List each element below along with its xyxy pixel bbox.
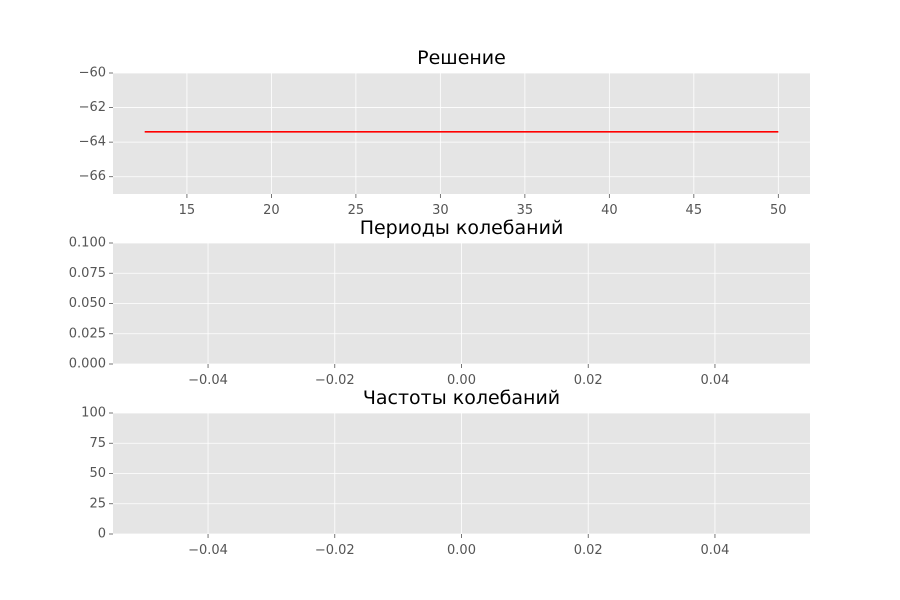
y-tick-label: 0.050 bbox=[69, 296, 106, 311]
x-tick-label: 0.00 bbox=[447, 543, 476, 558]
y-tick-label: 0.075 bbox=[69, 266, 106, 281]
x-tick-label: 0.00 bbox=[447, 373, 476, 388]
axes-3: 0 25 50 75 100 −0.04 −0.02 0.00 0.02 0.04 Частоты … bbox=[81, 387, 810, 558]
x-tick-label: 0.04 bbox=[700, 373, 729, 388]
x-tick-label: −0.02 bbox=[315, 373, 355, 388]
x-tick-label: 30 bbox=[432, 203, 449, 218]
x-tick-label: −0.04 bbox=[188, 373, 228, 388]
x-tick-label: 35 bbox=[517, 203, 534, 218]
y-tick-label: −62 bbox=[79, 100, 106, 115]
chart-title: Решение bbox=[417, 47, 506, 69]
x-tick-label: 40 bbox=[601, 203, 618, 218]
axes-2: 0.000 0.025 0.050 0.075 0.100 −0.04 −0.02 0.00 0… bbox=[69, 217, 810, 388]
x-tick-label: 45 bbox=[686, 203, 703, 218]
x-tick-label: 50 bbox=[770, 203, 787, 218]
chart-title: Частоты колебаний bbox=[363, 387, 560, 409]
y-tick-label: 25 bbox=[89, 496, 106, 511]
x-tick-label: 15 bbox=[179, 203, 196, 218]
y-tick-label: −66 bbox=[79, 169, 106, 184]
y-tick-label: 0.100 bbox=[69, 236, 106, 251]
x-tick-label: 0.04 bbox=[700, 543, 729, 558]
y-tick-label: 0 bbox=[98, 527, 106, 542]
x-tick-label: 25 bbox=[348, 203, 365, 218]
y-tick-label: −60 bbox=[79, 66, 106, 81]
y-tick-label: 50 bbox=[89, 466, 106, 481]
x-tick-label: −0.04 bbox=[188, 543, 228, 558]
x-tick-label: 0.02 bbox=[574, 373, 603, 388]
plot-area bbox=[113, 73, 810, 194]
axes-1: −60 −62 −64 −66 15 20 25 30 35 40 45 50 Решение bbox=[79, 47, 810, 218]
y-tick-label: 100 bbox=[81, 406, 106, 421]
x-tick-label: −0.02 bbox=[315, 543, 355, 558]
x-tick-label: 0.02 bbox=[574, 543, 603, 558]
y-tick-label: 75 bbox=[89, 436, 106, 451]
y-tick-label: 0.000 bbox=[69, 357, 106, 372]
y-tick-label: 0.025 bbox=[69, 326, 106, 341]
x-tick-label: 20 bbox=[263, 203, 280, 218]
y-tick-label: −64 bbox=[79, 135, 106, 150]
chart-title: Периоды колебаний bbox=[360, 217, 564, 239]
